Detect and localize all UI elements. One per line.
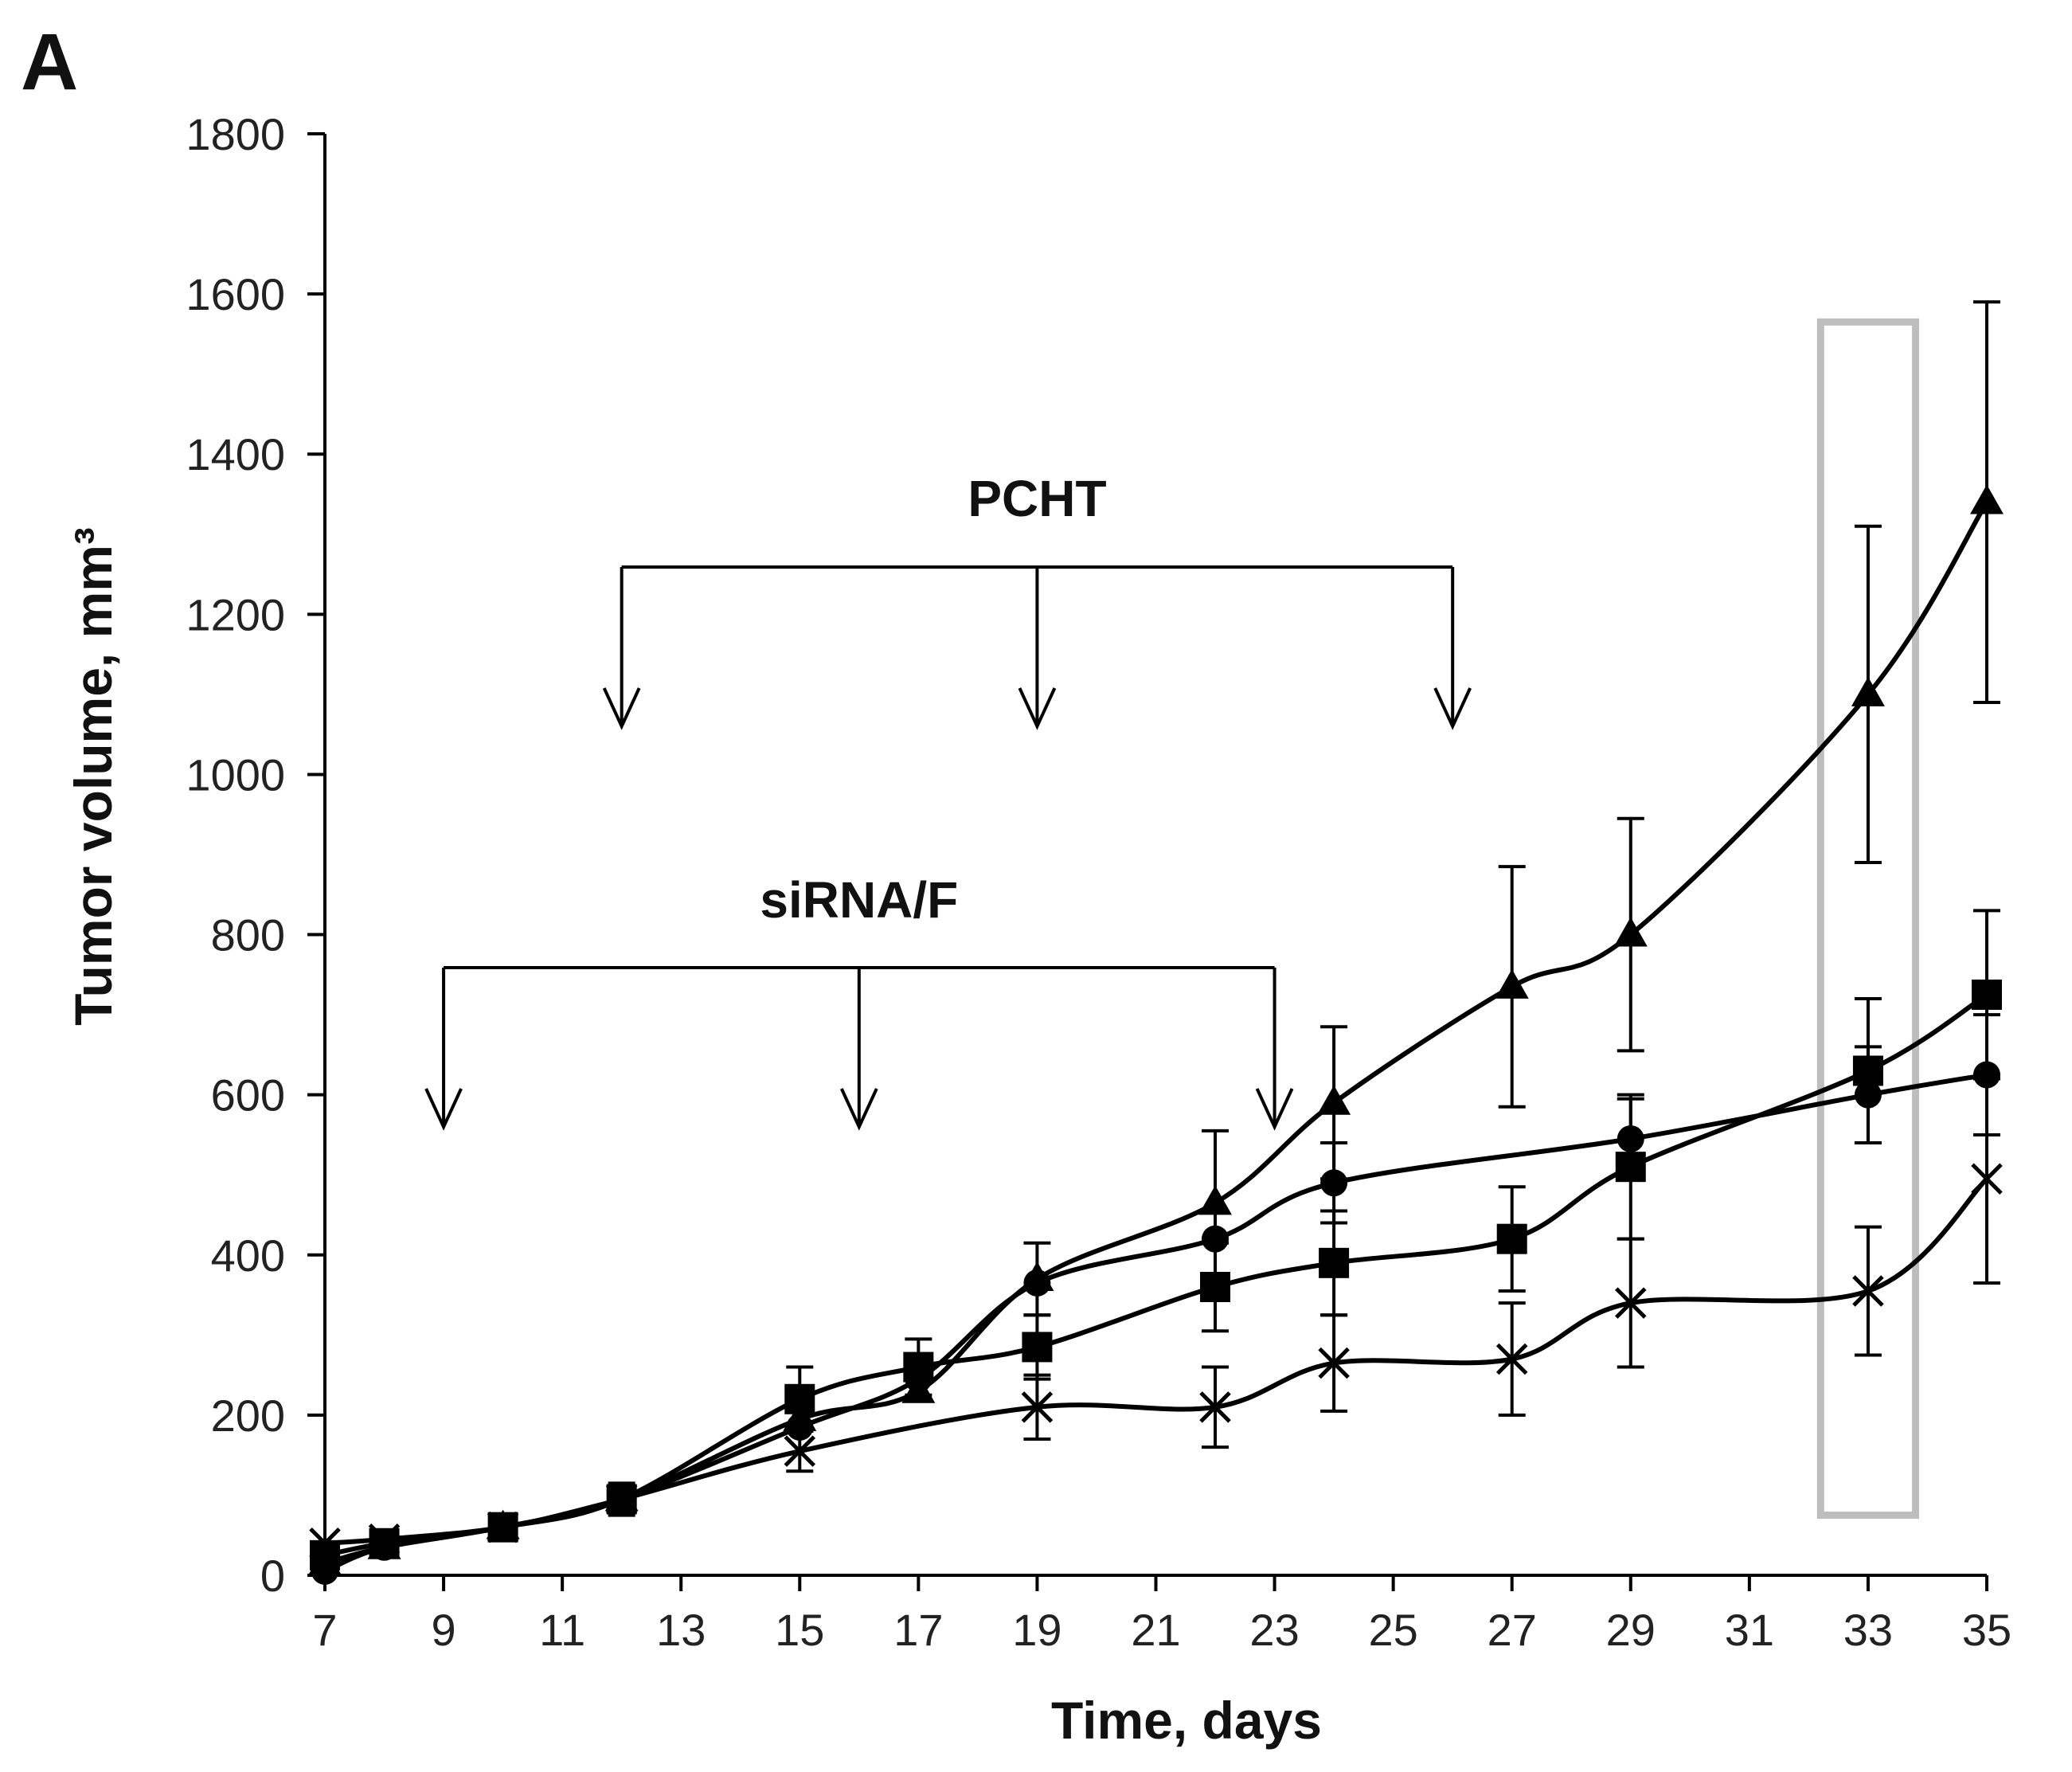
y-tick-label: 1800 bbox=[186, 109, 285, 159]
treatment-annotations: PCHT siRNA/F bbox=[424, 470, 1472, 1131]
data-point-cross bbox=[1021, 1391, 1054, 1423]
x-axis-title: Time, days bbox=[1051, 1691, 1322, 1750]
series-triangle bbox=[308, 300, 2004, 1575]
data-point-square bbox=[369, 1528, 400, 1559]
y-tick-label: 600 bbox=[211, 1070, 285, 1121]
data-point-square bbox=[1972, 979, 2002, 1010]
data-point-circle bbox=[1320, 1169, 1348, 1197]
data-point-triangle bbox=[1495, 968, 1529, 999]
data-point-square bbox=[1852, 1055, 1883, 1086]
data-point-cross bbox=[1495, 1343, 1528, 1375]
sirna-arrow-head bbox=[424, 1088, 463, 1131]
series-line-circle bbox=[323, 1072, 1988, 1574]
y-tick-label: 200 bbox=[211, 1391, 285, 1441]
pcht-label: PCHT bbox=[968, 470, 1106, 527]
y-tick-label: 0 bbox=[260, 1551, 285, 1601]
x-tick-label: 25 bbox=[1368, 1605, 1417, 1655]
series-line-triangle bbox=[324, 500, 1989, 1566]
series-line-square bbox=[324, 992, 1988, 1558]
panel-label: A bbox=[21, 18, 78, 107]
sirna-arrow-head bbox=[1255, 1088, 1294, 1131]
data-point-square bbox=[1319, 1247, 1350, 1278]
data-point-cross bbox=[1199, 1391, 1231, 1423]
data-point-square bbox=[1615, 1152, 1646, 1183]
data-point-cross bbox=[1971, 1163, 2003, 1195]
highlight-box-layer bbox=[1816, 318, 1920, 1520]
data-point-square bbox=[1200, 1272, 1231, 1302]
y-axis-title: Tumor volume, mm³ bbox=[64, 527, 123, 1026]
data-point-square bbox=[903, 1351, 934, 1383]
sirna-label: siRNA/F bbox=[760, 871, 958, 929]
data-point-triangle bbox=[1851, 676, 1885, 706]
highlight-box bbox=[1816, 318, 1920, 1520]
sirna-arrow-head bbox=[840, 1088, 878, 1131]
data-point-triangle bbox=[1317, 1085, 1351, 1115]
axes: 0 200 400 600 800 1000 1200 1400 1600 1800 7 9 11 13 1… bbox=[186, 109, 2011, 1655]
x-tick-label: 11 bbox=[539, 1605, 585, 1655]
data-point-cross bbox=[309, 1528, 341, 1559]
pcht-arrow-head bbox=[602, 687, 641, 730]
y-tick-label: 1600 bbox=[186, 269, 285, 319]
data-point-circle bbox=[1202, 1225, 1230, 1253]
series-square bbox=[310, 909, 2002, 1571]
data-point-square bbox=[1496, 1223, 1527, 1254]
data-point-cross bbox=[1852, 1275, 1884, 1307]
x-tick-label: 15 bbox=[775, 1605, 824, 1655]
x-tick-label: 35 bbox=[1962, 1605, 2011, 1655]
data-point-circle bbox=[1023, 1269, 1051, 1297]
x-tick-label: 21 bbox=[1131, 1605, 1180, 1655]
x-tick-label: 33 bbox=[1843, 1605, 1893, 1655]
x-tick-label: 19 bbox=[1012, 1605, 1061, 1655]
x-tick-label: 7 bbox=[312, 1605, 337, 1655]
x-tick-label: 31 bbox=[1725, 1605, 1774, 1655]
data-point-square bbox=[1022, 1332, 1053, 1363]
data-point-cross bbox=[1318, 1347, 1350, 1379]
x-tick-label: 9 bbox=[431, 1605, 455, 1655]
series-line-cross bbox=[324, 1177, 1989, 1546]
y-tick-label: 800 bbox=[211, 910, 285, 960]
pcht-arrow-head bbox=[1018, 687, 1057, 730]
data-point-cross bbox=[368, 1523, 401, 1555]
data-point-cross bbox=[487, 1511, 519, 1543]
data-point-cross bbox=[605, 1483, 638, 1516]
data-point-triangle bbox=[1613, 917, 1648, 947]
data-point-square bbox=[784, 1383, 815, 1414]
y-tick-label: 1000 bbox=[186, 749, 285, 800]
data-point-triangle bbox=[1198, 1185, 1233, 1215]
x-tick-label: 17 bbox=[893, 1605, 943, 1655]
data-point-cross bbox=[1615, 1287, 1647, 1319]
y-tick-label: 400 bbox=[211, 1230, 285, 1281]
y-tick-label: 1200 bbox=[186, 589, 285, 640]
data-series bbox=[308, 300, 2004, 1585]
x-tick-label: 13 bbox=[656, 1605, 706, 1655]
x-tick-label: 23 bbox=[1249, 1605, 1299, 1655]
x-tick-label: 27 bbox=[1488, 1605, 1537, 1655]
x-tick-label: 29 bbox=[1606, 1605, 1656, 1655]
data-point-triangle bbox=[1970, 484, 2004, 514]
y-tick-label: 1400 bbox=[186, 429, 285, 479]
data-point-cross bbox=[784, 1435, 816, 1467]
pcht-arrow-head bbox=[1433, 687, 1472, 730]
series-cross bbox=[309, 1073, 2003, 1559]
